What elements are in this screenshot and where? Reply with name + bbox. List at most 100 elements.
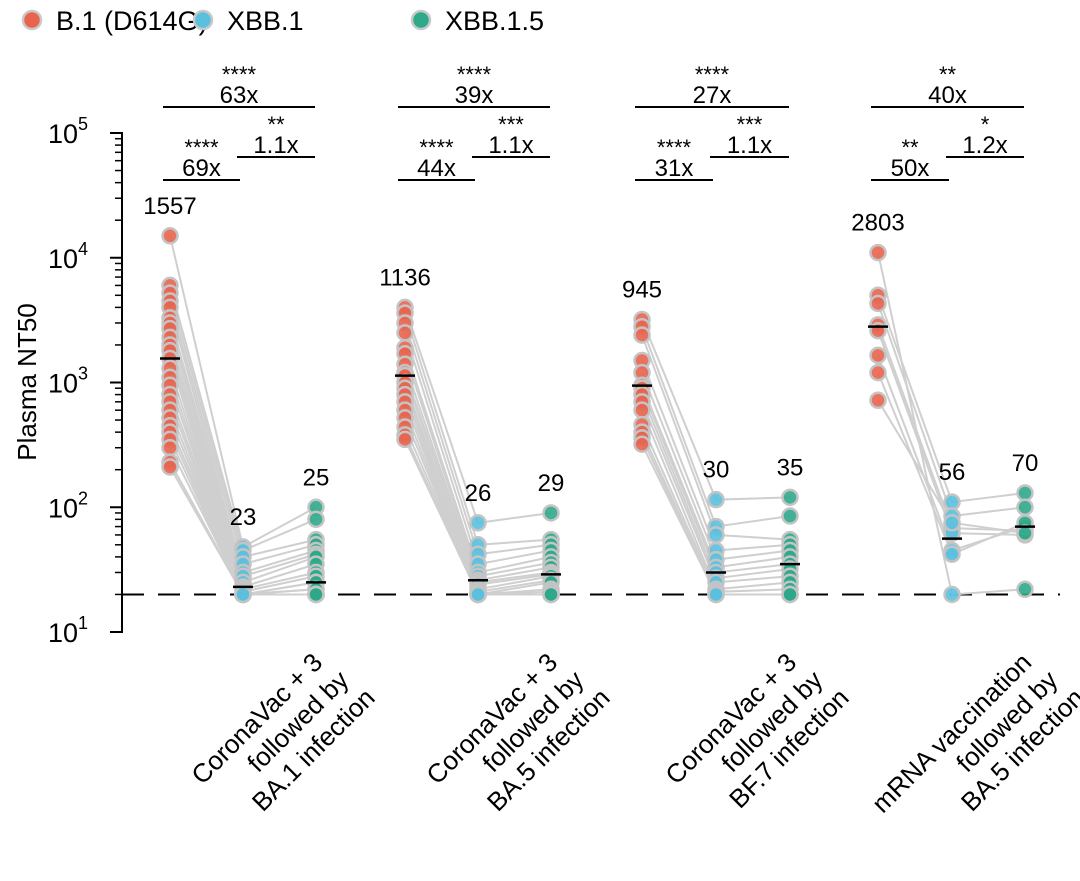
- y-tick-label: 105: [48, 114, 88, 149]
- paired-lines: [169, 235, 1026, 596]
- data-point: [781, 507, 799, 525]
- data-point: [707, 490, 725, 509]
- y-axis-label: Plasma NT50: [12, 303, 42, 461]
- data-point: [869, 346, 887, 365]
- legend-marker-2: [410, 9, 432, 31]
- data-point: [869, 243, 887, 262]
- significance-stars: ****: [419, 135, 454, 160]
- significance-stars: **: [939, 62, 957, 87]
- data-point: [396, 430, 414, 449]
- median-value-label: 70: [1012, 450, 1039, 477]
- fold-change-label: 40x: [928, 82, 967, 109]
- y-tick-exponent: 4: [78, 239, 88, 259]
- fold-change-label: 1.1x: [727, 132, 772, 159]
- data-point: [542, 504, 560, 522]
- fold-change-label: 39x: [455, 82, 494, 109]
- fold-change-label: 63x: [220, 82, 259, 109]
- data-point: [707, 526, 725, 544]
- significance-stars: ****: [457, 62, 492, 87]
- data-point: [307, 510, 325, 529]
- median-marks: [160, 325, 1035, 589]
- median-value-label: 25: [303, 464, 330, 491]
- data-point: [633, 326, 651, 344]
- data-point: [633, 401, 651, 419]
- data-point: [869, 363, 887, 382]
- y-tick-base: 10: [48, 244, 78, 274]
- median-value-label: 26: [465, 480, 492, 507]
- significance-stars: ****: [657, 135, 692, 160]
- legend-label: XBB.1: [227, 6, 304, 36]
- y-tick-base: 10: [48, 493, 78, 523]
- fold-change-label: 1.1x: [253, 132, 298, 159]
- data-point: [781, 585, 799, 604]
- median-value-label: 23: [230, 504, 257, 531]
- legend-label: B.1 (D614G): [56, 6, 208, 36]
- median-value-label: 29: [538, 470, 565, 497]
- fold-change-label: 1.1x: [488, 132, 533, 159]
- fold-change-label: 69x: [182, 155, 221, 182]
- y-tick-exponent: 3: [78, 364, 88, 384]
- data-point: [161, 458, 179, 476]
- y-tick-label: 101: [48, 613, 88, 648]
- data-point: [781, 488, 799, 507]
- data-point: [1016, 484, 1034, 502]
- significance-stars: ***: [737, 112, 763, 137]
- data-point: [161, 438, 179, 457]
- data-point: [396, 324, 414, 342]
- group-label: CoronaVac + 3followed byBA.1 infection: [185, 639, 380, 834]
- data-point: [633, 435, 651, 453]
- data-point: [1016, 498, 1034, 516]
- significance-stars: **: [901, 135, 919, 160]
- median-value-label: 1557: [143, 193, 196, 220]
- significance-stars: *: [981, 112, 990, 137]
- fold-change-label: 44x: [417, 155, 456, 182]
- y-tick-exponent: 2: [78, 488, 88, 508]
- data-point: [943, 514, 961, 532]
- data-point: [469, 585, 487, 604]
- fold-change-label: 1.2x: [962, 132, 1007, 159]
- legend-label: XBB.1.5: [445, 6, 544, 36]
- legend: B.1 (D614G) XBB.1 XBB.1.5: [21, 6, 544, 36]
- group-label: CoronaVac + 3followed byBA.5 infection: [420, 639, 615, 834]
- fold-change-label: 50x: [891, 155, 930, 182]
- median-value-label: 35: [777, 454, 804, 481]
- data-point: [943, 545, 961, 563]
- y-tick-base: 10: [48, 618, 78, 648]
- significance-stars: ***: [498, 112, 524, 137]
- y-tick-label: 103: [48, 364, 88, 399]
- data-point: [307, 585, 325, 604]
- significance-stars: **: [267, 112, 285, 137]
- y-tick-label: 104: [48, 239, 88, 274]
- data-point: [542, 585, 560, 604]
- significance-stars: ****: [222, 62, 257, 87]
- data-point: [234, 585, 252, 604]
- y-tick-base: 10: [48, 119, 78, 149]
- median-value-label: 30: [703, 457, 730, 484]
- median-value-label: 1136: [379, 264, 431, 291]
- data-point: [161, 227, 179, 245]
- group-label: CoronaVac + 3followed byBF.7 infection: [659, 639, 854, 834]
- legend-marker-0: [21, 9, 43, 31]
- median-value-label: 2803: [851, 210, 904, 237]
- group-label: mRNA vaccinationfollowed byBA.5 infectio…: [866, 639, 1080, 863]
- data-point: [943, 585, 961, 604]
- significance-stars: ****: [184, 135, 219, 160]
- fold-change-label: 27x: [693, 82, 732, 109]
- x-axis-labels: CoronaVac + 3followed byBA.1 infection Co…: [185, 639, 1080, 863]
- median-value-label: 945: [622, 276, 662, 303]
- legend-marker-1: [192, 9, 214, 31]
- y-tick-exponent: 1: [78, 613, 88, 633]
- significance-stars: ****: [695, 62, 730, 87]
- data-point: [1016, 524, 1034, 542]
- data-point: [869, 294, 887, 313]
- data-point: [469, 514, 487, 532]
- y-tick-exponent: 5: [78, 114, 88, 134]
- data-point: [707, 585, 725, 604]
- data-point: [869, 391, 887, 410]
- y-tick-base: 10: [48, 369, 78, 399]
- data-point: [1016, 580, 1034, 599]
- fold-change-label: 31x: [655, 155, 694, 182]
